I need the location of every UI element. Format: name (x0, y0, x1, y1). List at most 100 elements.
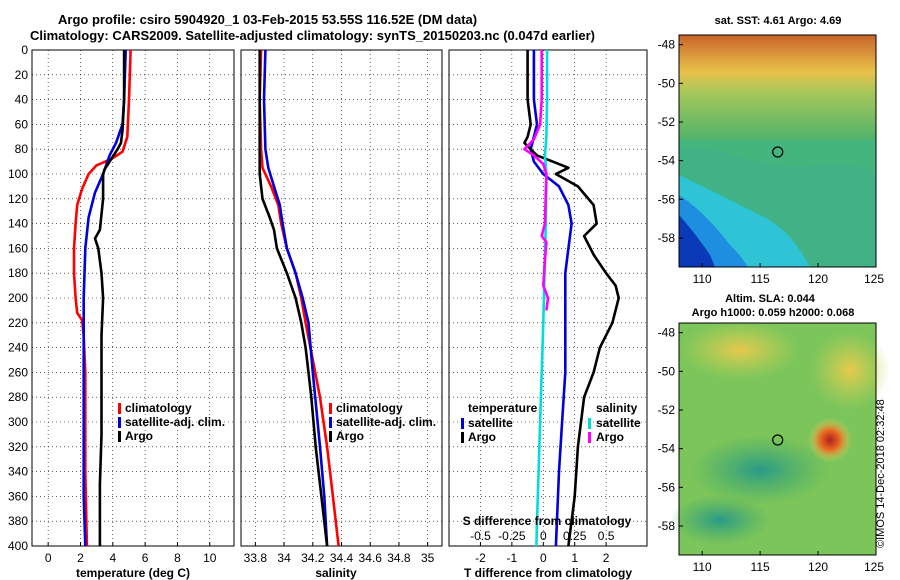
title-line-1: Argo profile: csiro 5904920_1 03-Feb-201… (58, 12, 478, 27)
temperature-xlabel: temperature (deg C) (76, 566, 190, 580)
x-tick-label: 35 (421, 551, 435, 565)
map-lat-label: -56 (658, 480, 676, 494)
x-tick-label: 34.4 (330, 551, 354, 565)
difference-legend: temperature salinity satellite Argo sate… (461, 401, 641, 444)
sla-warm-patch (810, 330, 890, 410)
map-lat-label: -54 (658, 442, 676, 456)
depth-tick-label: 60 (15, 117, 29, 131)
map-lon-label: 120 (808, 560, 828, 574)
s-diff-tick-label: 0 (540, 529, 547, 543)
x-tick-label: 33.8 (244, 551, 268, 565)
sla-cool-patch (670, 495, 770, 545)
legend-swatch-climatology (118, 403, 121, 414)
legend-label-t-satellite: satellite (468, 416, 513, 430)
map-lat-label: -52 (658, 403, 676, 417)
depth-tick-label: 280 (8, 390, 28, 404)
sst-frame (678, 34, 877, 268)
depth-tick-label: 300 (8, 415, 28, 429)
depth-tick-label: 320 (8, 440, 28, 454)
depth-tick-label: 100 (8, 167, 28, 181)
legend-title-salinity: salinity (596, 401, 638, 415)
legend-swatch-climatology (329, 403, 332, 414)
legend-label-satellite: satellite-adj. clim. (125, 415, 225, 429)
legend-swatch-s-argo (588, 432, 591, 443)
x-tick-label: 0 (45, 551, 52, 565)
legend-swatch-t-satellite (461, 418, 464, 429)
depth-tick-label: 340 (8, 465, 28, 479)
x-tick-label: 0 (540, 551, 547, 565)
sla-map: Altim. SLA: 0.044 Argo h1000: 0.059 h200… (658, 293, 890, 574)
sla-warm-patch (680, 320, 800, 380)
map-lat-label: -50 (658, 76, 676, 90)
sla-eddy (808, 418, 852, 462)
x-tick-label: 6 (142, 551, 149, 565)
series-line-argo (93, 50, 126, 546)
depth-tick-label: 220 (8, 316, 28, 330)
salinity-xlabel: salinity (315, 566, 357, 580)
legend-swatch-argo (329, 431, 332, 442)
difference-panel: -2 -1 0 1 2 -0.5 -0.25 0 0.25 0.5 T difference fr… (448, 49, 648, 580)
sla-frame (678, 322, 877, 556)
depth-tick-label: 180 (8, 266, 28, 280)
series-line-satellite-adj-clim- (262, 49, 329, 547)
x-tick-label: 2 (77, 551, 84, 565)
x-tick-label: 34.6 (359, 551, 383, 565)
legend-label-satellite: satellite-adj. clim. (336, 415, 436, 429)
legend-label-s-satellite: satellite (596, 416, 641, 430)
salinity-legend: climatology satellite-adj. clim. Argo (329, 401, 436, 443)
sst-map: sat. SST: 4.61 Argo: 4.69 110 115 120 125 -4… (658, 15, 885, 286)
legend-label-t-argo: Argo (468, 430, 496, 444)
x-tick-label: 8 (174, 551, 181, 565)
sla-map-title-1: Altim. SLA: 0.044 (725, 293, 816, 305)
s-difference-xlabel: S difference from climatology (463, 514, 632, 528)
legend-swatch-t-argo (461, 432, 464, 443)
x-tick-label: 10 (203, 551, 217, 565)
depth-tick-label: 40 (15, 93, 29, 107)
map-lat-label: -52 (658, 115, 676, 129)
s-diff-tick-label: 0.25 (563, 529, 587, 543)
x-tick-label: -2 (475, 551, 486, 565)
x-tick-label: -1 (507, 551, 518, 565)
title-line-2: Climatology: CARS2009. Satellite-adjuste… (30, 28, 595, 43)
depth-tick-label: 380 (8, 514, 28, 528)
depth-tick-label: 0 (21, 43, 28, 57)
x-tick-label: 4 (109, 551, 116, 565)
series-line-temperature-argo (523, 50, 621, 547)
map-lat-label: -50 (658, 364, 676, 378)
legend-label-argo: Argo (336, 429, 364, 443)
map-lon-label: 120 (808, 272, 828, 286)
legend-swatch-argo (118, 431, 121, 442)
map-lat-label: -54 (658, 154, 676, 168)
legend-label-argo: Argo (125, 429, 153, 443)
argo-location-marker (772, 146, 784, 158)
map-lon-label: 125 (864, 272, 884, 286)
x-tick-label: 2 (603, 551, 610, 565)
legend-swatch-s-satellite (588, 418, 591, 429)
legend-label-climatology: climatology (125, 401, 192, 415)
depth-tick-label: 360 (8, 489, 28, 503)
salinity-panel: 33.8 34 34.2 34.4 34.6 34.8 35 salinity climat… (240, 49, 443, 580)
series-line-salinity-argo (523, 50, 550, 311)
series-line-temperature-satellite (529, 50, 573, 547)
x-tick-label: 34.2 (301, 551, 325, 565)
map-lat-label: -56 (658, 192, 676, 206)
depth-tick-label: 260 (8, 365, 28, 379)
sst-warm-band (679, 35, 876, 140)
temperature-panel: 0 2 4 6 8 10020406080100120140160180200220240… (8, 43, 235, 580)
sst-map-title: sat. SST: 4.61 Argo: 4.69 (715, 15, 842, 27)
depth-tick-label: 120 (8, 192, 28, 206)
s-diff-tick-label: -0.5 (470, 529, 491, 543)
map-lon-label: 115 (751, 560, 770, 574)
argo-location-marker (772, 434, 784, 446)
legend-title-temperature: temperature (468, 401, 538, 415)
map-lon-label: 110 (693, 272, 712, 286)
depth-tick-label: 200 (8, 291, 28, 305)
map-lon-label: 110 (693, 560, 712, 574)
x-tick-label: 34.8 (387, 551, 411, 565)
legend-label-climatology: climatology (336, 401, 403, 415)
depth-tick-label: 80 (15, 142, 29, 156)
map-lat-label: -48 (658, 326, 676, 340)
sst-coldest-band (679, 215, 715, 267)
x-tick-label: 34 (277, 551, 291, 565)
